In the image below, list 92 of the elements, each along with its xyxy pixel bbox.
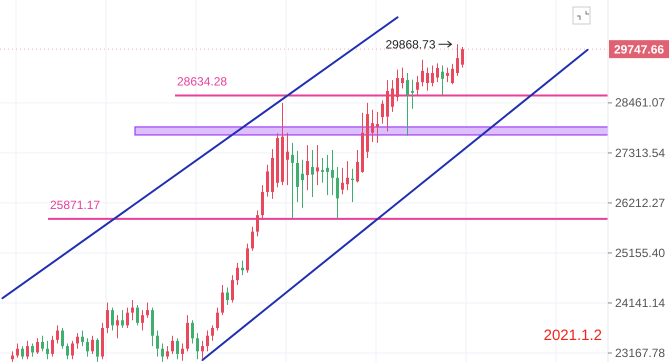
candlestick	[346, 160, 349, 191]
candlestick	[141, 310, 144, 332]
candlestick	[381, 100, 384, 124]
candlestick	[301, 159, 304, 209]
candlestick	[66, 342, 69, 360]
candlestick	[171, 335, 174, 354]
candlestick	[461, 46, 464, 68]
candlestick	[266, 164, 269, 198]
candlestick	[326, 154, 329, 196]
ref-line-label: 28634.28	[177, 74, 228, 89]
candlestick	[91, 335, 94, 354]
y-tick-label: 23167.78	[615, 346, 666, 360]
candlestick	[436, 62, 439, 83]
candlestick	[201, 340, 204, 360]
candlestick	[351, 168, 354, 203]
candlestick	[416, 75, 419, 96]
candlestick	[56, 324, 59, 344]
candlestick	[51, 335, 54, 358]
candlestick	[451, 63, 454, 85]
candlestick	[341, 167, 344, 195]
candlestick	[391, 80, 394, 112]
candlestick	[371, 109, 374, 142]
candlestick	[96, 338, 99, 362]
candlestick	[136, 304, 139, 326]
candlestick	[411, 79, 414, 110]
candlestick	[316, 144, 319, 186]
candlestick	[176, 338, 179, 360]
candlestick	[166, 346, 169, 360]
y-tick-label: 27313.54	[615, 146, 666, 160]
candlestick	[191, 320, 194, 344]
candlestick	[161, 342, 164, 362]
candlestick	[376, 111, 379, 144]
candlestick	[211, 324, 214, 342]
candlestick	[331, 149, 334, 196]
candlestick	[396, 69, 399, 102]
y-tick-label: 26212.27	[615, 196, 666, 210]
candlestick	[421, 59, 424, 87]
candlestick	[356, 149, 359, 183]
candlestick	[11, 350, 14, 362]
candlestick	[216, 307, 219, 332]
candlestick	[106, 302, 109, 334]
candlestick	[221, 284, 224, 316]
candlestick	[251, 226, 254, 252]
candlestick	[36, 338, 39, 354]
ref-line-label: 29747.66	[614, 42, 664, 56]
candlestick	[131, 300, 134, 321]
candlestick	[146, 302, 149, 318]
candlestick	[116, 314, 119, 339]
candlestick	[261, 184, 264, 220]
candlestick	[206, 330, 209, 352]
annotation: 2021.1.2	[544, 327, 602, 344]
candlestick	[121, 310, 124, 328]
candlestick	[241, 260, 244, 276]
candlestick	[456, 44, 459, 76]
candlestick	[226, 287, 229, 306]
y-tick-label: 28461.07	[615, 96, 666, 110]
candlestick	[71, 340, 74, 360]
candlestick	[246, 243, 249, 274]
candlestick	[431, 65, 434, 87]
candlestick	[321, 157, 324, 184]
candlestick	[181, 342, 184, 362]
candlestick	[256, 210, 259, 237]
y-tick-label: 24141.14	[615, 296, 666, 310]
candlestick	[311, 149, 314, 198]
y-tick-label: 25155.40	[615, 246, 666, 260]
candlestick	[76, 332, 79, 350]
candlestick	[46, 340, 49, 360]
candlestick	[16, 342, 19, 358]
candlestick	[31, 342, 34, 358]
candlestick	[231, 274, 234, 304]
candlestick	[21, 346, 24, 360]
candlestick	[86, 338, 89, 358]
annotation: 29868.73	[385, 37, 436, 52]
candlestick	[26, 340, 29, 360]
candlestick	[156, 330, 159, 358]
candlestick	[426, 67, 429, 92]
candlestick	[401, 67, 404, 89]
candlestick	[81, 330, 84, 347]
candlestick	[441, 65, 444, 96]
candlestick	[61, 327, 64, 350]
candlestick	[291, 142, 294, 219]
candlestick	[336, 166, 339, 219]
candlestick	[196, 332, 199, 360]
candlestick	[286, 132, 289, 186]
candlestick	[111, 307, 114, 332]
candlestick	[126, 307, 129, 328]
candlestick	[236, 262, 239, 286]
candlestick	[41, 335, 44, 352]
candlestick	[306, 144, 309, 191]
candlestick	[446, 67, 449, 83]
ref-line-label: 25871.17	[50, 198, 100, 212]
candlestick	[406, 72, 409, 136]
